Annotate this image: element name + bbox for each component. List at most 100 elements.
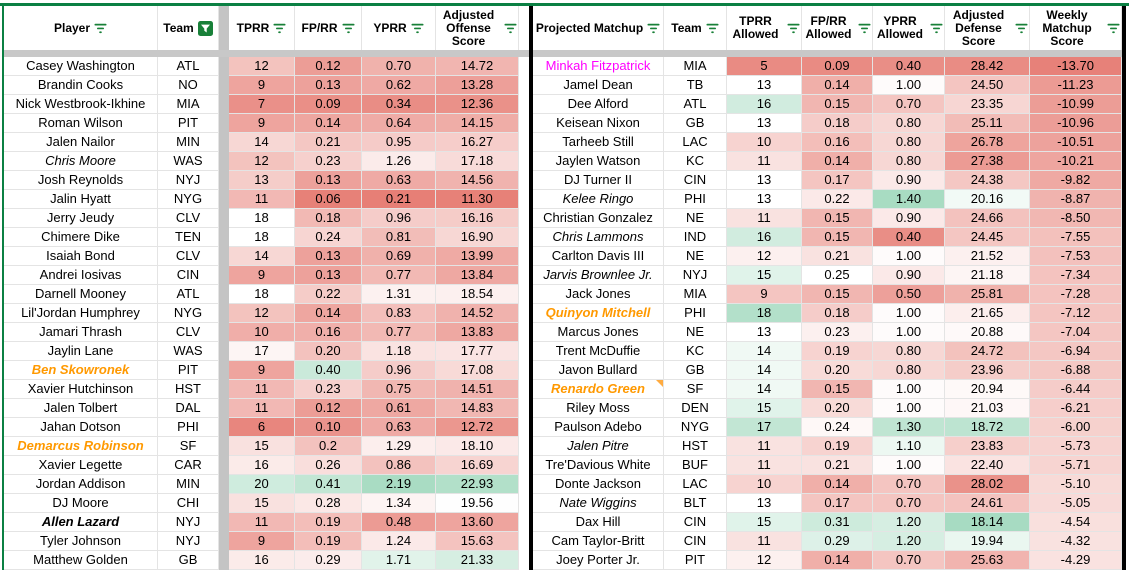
yprr-value-cell[interactable]: 1.00 (873, 399, 945, 418)
tprr-value-cell[interactable]: 18 (229, 285, 295, 304)
player-name-cell[interactable]: Jamel Dean (533, 76, 664, 95)
fprr-value-cell[interactable]: 0.14 (802, 76, 873, 95)
wk-value-cell[interactable]: -7.28 (1030, 285, 1122, 304)
filter-icon[interactable] (411, 23, 424, 34)
tprr-value-cell[interactable]: 9 (229, 266, 295, 285)
def-value-cell[interactable]: 20.94 (945, 380, 1030, 399)
tprr-value-cell[interactable]: 10 (727, 133, 802, 152)
fprr-value-cell[interactable]: 0.29 (295, 551, 362, 570)
fprr-value-cell[interactable]: 0.15 (802, 285, 873, 304)
yprr-value-cell[interactable]: 0.96 (362, 361, 436, 380)
column-header-player[interactable]: Player (4, 6, 158, 50)
tprr-value-cell[interactable]: 13 (229, 171, 295, 190)
team-cell[interactable]: SF (158, 437, 219, 456)
wk-value-cell[interactable]: -5.73 (1030, 437, 1122, 456)
wk-value-cell[interactable]: -7.55 (1030, 228, 1122, 247)
team-cell[interactable]: TB (664, 76, 727, 95)
tprr-value-cell[interactable]: 12 (229, 304, 295, 323)
off-value-cell[interactable]: 14.83 (436, 399, 519, 418)
def-value-cell[interactable]: 23.96 (945, 361, 1030, 380)
yprr-value-cell[interactable]: 0.70 (873, 95, 945, 114)
fprr-value-cell[interactable]: 0.14 (295, 114, 362, 133)
yprr-value-cell[interactable]: 0.34 (362, 95, 436, 114)
tprr-value-cell[interactable]: 18 (229, 228, 295, 247)
fprr-value-cell[interactable]: 0.17 (802, 171, 873, 190)
tprr-value-cell[interactable]: 13 (727, 190, 802, 209)
fprr-value-cell[interactable]: 0.31 (802, 513, 873, 532)
player-name-cell[interactable]: Jaylin Lane (4, 342, 158, 361)
team-cell[interactable]: CIN (664, 513, 727, 532)
yprr-value-cell[interactable]: 0.75 (362, 380, 436, 399)
player-name-cell[interactable]: Tre'Davious White (533, 456, 664, 475)
tprr-value-cell[interactable]: 12 (727, 247, 802, 266)
filter-icon[interactable] (706, 23, 719, 34)
team-cell[interactable]: NE (664, 209, 727, 228)
def-value-cell[interactable]: 18.14 (945, 513, 1030, 532)
fprr-value-cell[interactable]: 0.20 (802, 399, 873, 418)
yprr-value-cell[interactable]: 0.83 (362, 304, 436, 323)
tprr-value-cell[interactable]: 12 (229, 152, 295, 171)
fprr-value-cell[interactable]: 0.06 (295, 190, 362, 209)
yprr-value-cell[interactable]: 0.48 (362, 513, 436, 532)
tprr-value-cell[interactable]: 13 (727, 171, 802, 190)
player-name-cell[interactable]: Isaiah Bond (4, 247, 158, 266)
yprr-value-cell[interactable]: 1.00 (873, 247, 945, 266)
off-value-cell[interactable]: 13.83 (436, 323, 519, 342)
yprr-value-cell[interactable]: 1.29 (362, 437, 436, 456)
def-value-cell[interactable]: 23.83 (945, 437, 1030, 456)
team-cell[interactable]: KC (664, 152, 727, 171)
off-value-cell[interactable]: 16.16 (436, 209, 519, 228)
def-value-cell[interactable]: 24.72 (945, 342, 1030, 361)
fprr-value-cell[interactable]: 0.41 (295, 475, 362, 494)
def-value-cell[interactable]: 28.02 (945, 475, 1030, 494)
def-value-cell[interactable]: 25.11 (945, 114, 1030, 133)
wk-value-cell[interactable]: -6.00 (1030, 418, 1122, 437)
wk-value-cell[interactable]: -7.12 (1030, 304, 1122, 323)
team-cell[interactable]: ATL (664, 95, 727, 114)
off-value-cell[interactable]: 12.36 (436, 95, 519, 114)
yprr-value-cell[interactable]: 0.80 (873, 152, 945, 171)
fprr-value-cell[interactable]: 0.2 (295, 437, 362, 456)
yprr-value-cell[interactable]: 0.80 (873, 361, 945, 380)
yprr-value-cell[interactable]: 0.80 (873, 133, 945, 152)
yprr-value-cell[interactable]: 0.62 (362, 76, 436, 95)
off-value-cell[interactable]: 21.33 (436, 551, 519, 570)
fprr-value-cell[interactable]: 0.21 (295, 133, 362, 152)
team-cell[interactable]: TEN (158, 228, 219, 247)
player-name-cell[interactable]: Keisean Nixon (533, 114, 664, 133)
team-cell[interactable]: CLV (158, 323, 219, 342)
yprr-value-cell[interactable]: 1.00 (873, 76, 945, 95)
tprr-value-cell[interactable]: 16 (727, 95, 802, 114)
yprr-value-cell[interactable]: 0.69 (362, 247, 436, 266)
yprr-value-cell[interactable]: 0.61 (362, 399, 436, 418)
player-name-cell[interactable]: Quinyon Mitchell (533, 304, 664, 323)
tprr-value-cell[interactable]: 15 (229, 437, 295, 456)
team-cell[interactable]: BLT (664, 494, 727, 513)
yprr-value-cell[interactable]: 0.64 (362, 114, 436, 133)
fprr-value-cell[interactable]: 0.24 (295, 228, 362, 247)
def-value-cell[interactable]: 18.72 (945, 418, 1030, 437)
off-value-cell[interactable]: 14.15 (436, 114, 519, 133)
wk-value-cell[interactable]: -7.34 (1030, 266, 1122, 285)
tprr-value-cell[interactable]: 9 (229, 361, 295, 380)
fprr-value-cell[interactable]: 0.10 (295, 418, 362, 437)
column-header-tprr[interactable]: TPRR Allowed (727, 6, 802, 50)
fprr-value-cell[interactable]: 0.19 (295, 532, 362, 551)
column-header-off[interactable]: Adjusted Offense Score (436, 6, 519, 50)
fprr-value-cell[interactable]: 0.18 (295, 209, 362, 228)
player-name-cell[interactable]: Matthew Golden (4, 551, 158, 570)
tprr-value-cell[interactable]: 14 (727, 342, 802, 361)
yprr-value-cell[interactable]: 0.90 (873, 266, 945, 285)
column-header-yprr[interactable]: YPRR (362, 6, 436, 50)
player-name-cell[interactable]: Nick Westbrook-Ikhine (4, 95, 158, 114)
fprr-value-cell[interactable]: 0.28 (295, 494, 362, 513)
yprr-value-cell[interactable]: 0.80 (873, 342, 945, 361)
filter-icon[interactable] (504, 23, 517, 34)
yprr-value-cell[interactable]: 1.00 (873, 380, 945, 399)
player-name-cell[interactable]: Tarheeb Still (533, 133, 664, 152)
tprr-value-cell[interactable]: 20 (229, 475, 295, 494)
column-header-fprr[interactable]: FP/RR (295, 6, 362, 50)
yprr-value-cell[interactable]: 1.26 (362, 152, 436, 171)
yprr-value-cell[interactable]: 1.71 (362, 551, 436, 570)
player-name-cell[interactable]: Donte Jackson (533, 475, 664, 494)
